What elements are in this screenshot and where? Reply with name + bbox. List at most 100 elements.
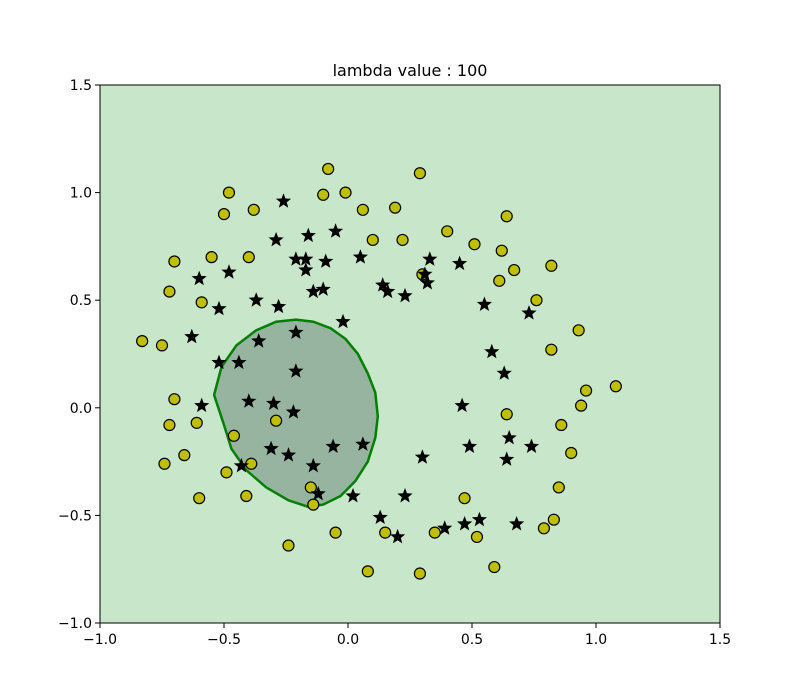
circle-point bbox=[413, 167, 427, 180]
circle-point bbox=[389, 201, 402, 214]
circle-point bbox=[168, 255, 181, 268]
star-point bbox=[471, 511, 487, 527]
star-point bbox=[414, 449, 430, 464]
star-point bbox=[191, 270, 207, 286]
star-point bbox=[397, 287, 413, 303]
circle-point bbox=[565, 446, 578, 460]
circle-point bbox=[242, 251, 255, 264]
circle-point bbox=[195, 296, 208, 309]
star-point bbox=[422, 251, 438, 266]
star-point bbox=[501, 429, 517, 445]
circle-point bbox=[413, 567, 427, 580]
circle-point bbox=[361, 565, 374, 578]
circle-point bbox=[220, 466, 233, 479]
circle-point bbox=[500, 210, 513, 223]
circle-point bbox=[269, 414, 283, 427]
star-point bbox=[268, 231, 284, 247]
circle-point bbox=[441, 225, 454, 238]
circle-point bbox=[493, 274, 506, 287]
star-point bbox=[271, 298, 287, 314]
circle-point bbox=[458, 492, 471, 505]
circle-point bbox=[178, 449, 191, 462]
star-point bbox=[461, 438, 478, 453]
star-point bbox=[328, 223, 344, 238]
star-point bbox=[241, 393, 257, 408]
circle-point bbox=[222, 186, 236, 199]
x-tick-label: 0.0 bbox=[337, 632, 359, 648]
circle-point bbox=[547, 513, 560, 526]
star-point bbox=[352, 249, 368, 264]
star-point bbox=[476, 296, 492, 311]
star-point bbox=[305, 457, 321, 473]
star-point bbox=[499, 451, 515, 466]
circle-point bbox=[136, 334, 149, 348]
star-point bbox=[275, 193, 292, 208]
circle-point bbox=[168, 393, 181, 406]
star-point bbox=[452, 255, 468, 271]
x-tick-label: 1.0 bbox=[585, 632, 607, 648]
axes-frame bbox=[99, 84, 721, 624]
x-tick-label: 0.5 bbox=[461, 632, 483, 648]
data-markers bbox=[136, 162, 622, 580]
star-point bbox=[318, 253, 334, 268]
star-point bbox=[372, 509, 388, 524]
star-point bbox=[288, 251, 304, 266]
circle-point bbox=[322, 162, 335, 176]
y-tick-label: 0.0 bbox=[70, 401, 92, 417]
circle-point bbox=[545, 343, 558, 356]
circle-point bbox=[470, 530, 484, 544]
star-point bbox=[454, 397, 470, 413]
star-point bbox=[523, 438, 540, 453]
x-axis: −1.0 −0.5 0.0 0.5 1.0 1.5 bbox=[83, 623, 731, 648]
star-point bbox=[233, 457, 249, 473]
star-point bbox=[194, 397, 210, 413]
circle-point bbox=[158, 457, 171, 470]
star-point bbox=[437, 520, 453, 535]
x-tick-label: −0.5 bbox=[207, 632, 241, 648]
circle-point bbox=[396, 233, 409, 247]
star-point bbox=[419, 275, 435, 290]
star-point bbox=[288, 363, 304, 378]
chart-title: lambda value : 100 bbox=[333, 61, 488, 80]
y-tick-label: 0.5 bbox=[70, 293, 92, 309]
star-point bbox=[457, 516, 473, 531]
star-point bbox=[390, 528, 406, 544]
star-point bbox=[345, 488, 361, 503]
star-point bbox=[300, 227, 316, 243]
y-tick-label: −0.5 bbox=[58, 508, 92, 524]
circle-point bbox=[500, 408, 513, 421]
star-point bbox=[221, 264, 237, 279]
star-point bbox=[375, 277, 391, 292]
circle-point bbox=[366, 233, 379, 247]
star-point bbox=[288, 324, 304, 339]
star-point bbox=[298, 251, 314, 266]
star-point bbox=[310, 485, 326, 501]
star-point bbox=[231, 354, 247, 370]
circle-point bbox=[329, 526, 342, 539]
circle-point bbox=[537, 522, 551, 535]
star-point bbox=[251, 333, 267, 348]
circle-point bbox=[163, 418, 176, 432]
circle-point bbox=[190, 416, 203, 429]
circle-point bbox=[468, 238, 481, 251]
circle-point bbox=[217, 208, 231, 221]
y-tick-label: 1.0 bbox=[70, 186, 92, 202]
star-point bbox=[380, 283, 396, 299]
star-point bbox=[285, 404, 301, 419]
star-point bbox=[521, 305, 537, 320]
circle-point bbox=[545, 259, 558, 272]
circle-point bbox=[307, 498, 320, 511]
circle-point bbox=[495, 244, 508, 257]
star-point bbox=[325, 438, 341, 453]
star-point bbox=[417, 266, 433, 281]
star-point bbox=[335, 313, 351, 329]
circle-point bbox=[339, 186, 352, 199]
circle-point bbox=[428, 526, 441, 539]
star-point bbox=[355, 436, 371, 451]
star-point bbox=[263, 440, 279, 456]
y-tick-label: 1.5 bbox=[70, 78, 92, 94]
star-point bbox=[184, 328, 200, 344]
circle-point bbox=[193, 492, 206, 505]
x-tick-label: −1.0 bbox=[83, 632, 117, 648]
